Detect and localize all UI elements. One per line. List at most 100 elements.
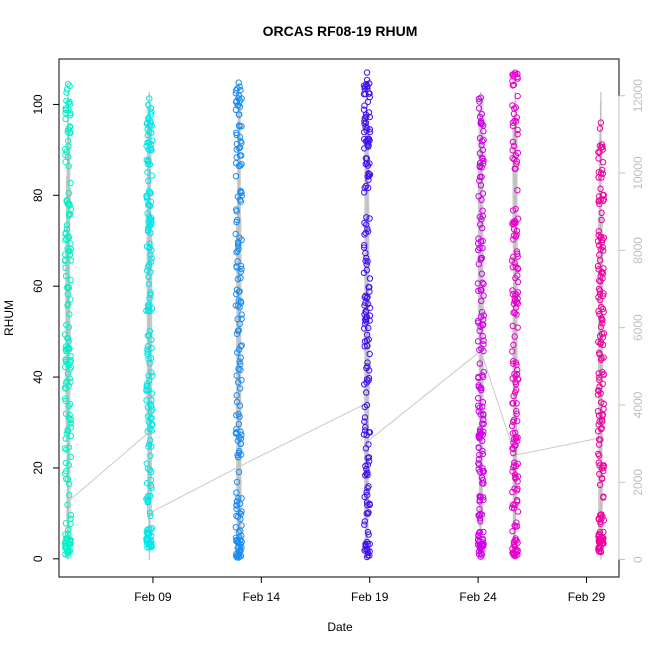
- rhum-point: [596, 376, 603, 384]
- rhum-point: [232, 173, 240, 180]
- rhum-point: [233, 216, 241, 224]
- rhum-point: [477, 493, 484, 500]
- rhum-point: [149, 137, 156, 144]
- rhum-point: [63, 221, 71, 229]
- rhum-point: [364, 359, 371, 366]
- rhum-point: [238, 139, 245, 147]
- rhum-point: [364, 228, 372, 235]
- rhum-point: [477, 510, 484, 518]
- rhum-point: [511, 459, 518, 466]
- rhum-point: [478, 224, 486, 232]
- rhum-point: [366, 128, 374, 136]
- rhum-point: [509, 102, 516, 109]
- rhum-point: [598, 330, 606, 338]
- rhum-point: [477, 120, 485, 127]
- rhum-point: [146, 240, 153, 247]
- rhum-point: [62, 158, 69, 166]
- rhum-point: [234, 242, 242, 249]
- rhum-point: [65, 212, 73, 219]
- rhum-point: [512, 304, 520, 311]
- rhum-point-max: [363, 69, 371, 76]
- rhum-point: [514, 187, 521, 194]
- rhum-point: [237, 354, 244, 361]
- rhum-point: [511, 537, 519, 544]
- rhum-point: [235, 449, 243, 457]
- rhum-point: [596, 125, 604, 132]
- rhum-point: [146, 243, 153, 251]
- rhum-point: [145, 177, 152, 185]
- rhum-point-min: [64, 552, 72, 559]
- rhum-point: [364, 454, 371, 461]
- rhum-point: [363, 538, 371, 546]
- rhum-point: [596, 462, 603, 469]
- rhum-point: [474, 240, 482, 247]
- rhum-point: [235, 468, 243, 476]
- rhum-point: [144, 346, 151, 353]
- rhum-point: [509, 375, 516, 382]
- rhum-point: [477, 518, 484, 525]
- rhum-point: [476, 360, 483, 367]
- rhum-point: [475, 382, 482, 389]
- y2-tick-label: 8000: [631, 237, 645, 264]
- rhum-point: [479, 244, 486, 252]
- rhum-point: [237, 541, 245, 548]
- rhum-point: [600, 467, 607, 475]
- rhum-point: [512, 274, 519, 282]
- rhum-point: [361, 325, 368, 332]
- rhum-point: [366, 215, 373, 222]
- rhum-point: [597, 246, 604, 253]
- rhum-point: [598, 174, 605, 181]
- rhum-point: [65, 414, 73, 422]
- rhum-point: [598, 399, 605, 406]
- rhum-point: [476, 98, 483, 105]
- rhum-point: [509, 422, 516, 429]
- rhum-point: [362, 316, 369, 323]
- rhum-point: [364, 85, 371, 93]
- rhum-point: [600, 493, 607, 500]
- rhum-point: [61, 470, 69, 477]
- rhum-point: [478, 270, 485, 277]
- rhum-point: [236, 234, 243, 242]
- rhum-point: [66, 112, 74, 119]
- rhum-point: [143, 480, 151, 487]
- rhum-point: [595, 349, 603, 357]
- rhum-point: [361, 320, 369, 327]
- rhum-point: [363, 431, 370, 439]
- rhum-point: [235, 420, 243, 428]
- rhum-point: [479, 190, 487, 197]
- rhum-point: [61, 445, 69, 452]
- rhum-point: [237, 428, 244, 435]
- rhum-point: [66, 129, 73, 136]
- rhum-point: [149, 372, 156, 380]
- rhum-point: [236, 385, 244, 392]
- rhum-point: [148, 524, 156, 532]
- rhum-point: [599, 537, 606, 544]
- rhum-point: [361, 102, 368, 109]
- rhum-point: [233, 478, 241, 486]
- rhum-point: [362, 462, 369, 470]
- rhum-point: [146, 301, 153, 309]
- rhum-point-min: [363, 553, 371, 561]
- rhum-point: [234, 258, 241, 265]
- rhum-point: [514, 126, 521, 134]
- rhum-point: [238, 192, 245, 199]
- rhum-point: [62, 435, 69, 442]
- rhum-point: [510, 464, 517, 471]
- rhum-point: [236, 509, 243, 517]
- rhum-point: [477, 411, 484, 418]
- rhum-point: [362, 119, 370, 127]
- rhum-point: [236, 83, 243, 90]
- rhum-point: [598, 233, 605, 240]
- rhum-point: [364, 300, 372, 308]
- rhum-point: [365, 377, 372, 384]
- rhum-point: [148, 147, 155, 154]
- rhum-point: [361, 117, 368, 125]
- rhum-point: [599, 143, 606, 151]
- rhum-point: [64, 370, 72, 377]
- rhum-point: [513, 410, 520, 417]
- rhum-point: [147, 526, 154, 533]
- rhum-point: [238, 532, 245, 540]
- rhum-point: [146, 222, 154, 229]
- rhum-point: [365, 458, 373, 465]
